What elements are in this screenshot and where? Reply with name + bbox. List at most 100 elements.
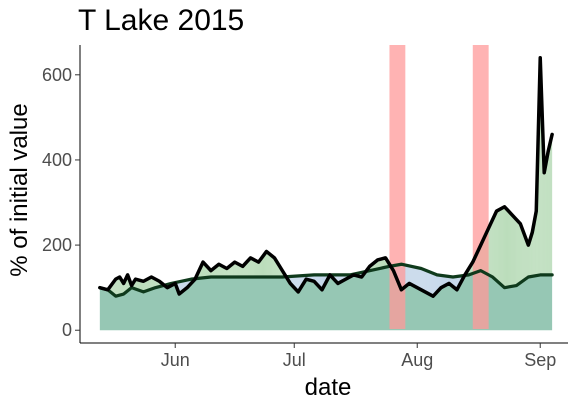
chart-title: T Lake 2015 [78,4,244,38]
ribbon-above-segment [522,229,523,281]
y-tick-label: 0 [62,320,72,340]
ribbon-above-segment [521,226,522,282]
ribbon-above-segment [545,162,546,275]
ribbon-above-segment [504,207,505,288]
ribbon-above-segment [496,211,497,281]
ribbon-below-segment [409,266,410,284]
ribbon-above-segment [498,210,499,282]
ribbon-above-segment [117,278,118,296]
ribbon-below-segment [429,272,430,295]
x-tick-label: Jun [161,350,190,370]
ribbon-below-segment [420,268,421,290]
ribbon-above-segment [509,212,510,287]
ribbon-below-segment [405,265,406,287]
highlight-band [473,45,489,329]
ribbon-above-segment [517,221,518,285]
ribbon-above-segment [271,255,272,277]
x-tick-label: Aug [401,350,433,370]
ribbon-below-segment [411,266,412,285]
ribbon-above-segment [258,262,259,277]
ribbon-below-segment [427,271,428,294]
ribbon-above-segment [494,215,495,279]
y-axis-title: % of initial value [6,103,33,276]
ribbon-below-segment [431,272,432,295]
ribbon-above-segment [501,208,502,285]
ribbon-above-segment [492,220,493,277]
ribbon-above-segment [520,224,521,283]
ribbon-above-segment [515,218,516,285]
ribbon-below-segment [406,265,407,285]
ribbon-above-segment [495,213,496,280]
ribbon-above-segment [516,220,517,286]
ribbon-above-segment [251,258,252,277]
ribbon-above-segment [527,242,528,277]
ribbon-above-segment [255,260,256,277]
ribbon-above-segment [544,167,545,275]
ribbon-above-segment [505,207,506,288]
ribbon-below-segment [410,266,411,284]
ribbon-above-segment [548,147,549,275]
ribbon-above-segment [267,252,268,277]
ribbon-below-segment [415,267,416,287]
ribbon-above-segment [550,139,551,275]
ribbon-above-segment [254,259,255,277]
ribbon-above-segment [549,143,550,275]
ribbon-above-segment [547,151,548,274]
ribbon-above-segment [528,242,529,277]
ribbon-above-segment [508,211,509,287]
y-tick-label: 600 [42,65,72,85]
ribbon-above-segment [269,254,270,277]
ribbon-above-segment [118,278,119,296]
ribbon-below-segment [432,273,433,296]
ribbon-below-segment [426,271,427,293]
ribbon-above-segment [491,222,492,277]
ribbon-below-segment [416,267,417,287]
ribbon-above-segment [503,207,504,286]
ribbon-below-segment [425,270,426,292]
ribbon-below-segment [408,266,409,284]
ribbon-above-segment [493,217,494,277]
ribbon-above-segment [252,258,253,277]
ribbon-below-segment [418,268,419,289]
ribbon-above-segment [513,216,514,286]
ribbon-above-segment [489,226,490,275]
ribbon-below-segment [419,268,420,289]
ribbon-below-segment [422,269,423,291]
ribbon-above-segment [256,261,257,277]
ribbon-above-segment [510,213,511,286]
ribbon-above-segment [266,251,267,277]
ribbon-below-segment [421,269,422,291]
ribbon-below-segment [414,267,415,287]
ribbon-above-segment [506,208,507,288]
ribbon-below-segment [412,267,413,286]
ribbon-above-segment [508,210,509,287]
ribbon-above-segment [519,223,520,284]
ribbon-above-segment [490,224,491,276]
ribbon-above-segment [270,255,271,277]
ribbon-below-segment [428,271,429,294]
x-tick-label: Jul [283,350,306,370]
ribbon-below-segment [424,270,425,292]
ribbon-below-segment [423,269,424,291]
ribbon-above-segment [268,253,269,277]
ribbon-below-segment [413,267,414,286]
x-axis-title: date [305,374,352,401]
ribbon-above-segment [551,134,552,274]
ribbon-above-segment [523,232,524,281]
ribbon-above-segment [497,211,498,282]
ribbon-above-segment [514,217,515,285]
ribbon-above-segment [500,209,501,284]
ribbon-above-segment [546,157,547,275]
ribbon-above-segment [518,222,519,284]
y-tick-label: 400 [42,150,72,170]
ribbon-above-segment [507,209,508,287]
ribbon-above-segment [253,259,254,277]
ribbon-above-segment [511,214,512,286]
ribbon-above-segment [499,209,500,283]
ribbon-below-segment [417,268,418,289]
ribbon-below-segment [430,272,431,295]
ribbon-above-segment [512,215,513,286]
ribbon-above-segment [502,208,503,286]
